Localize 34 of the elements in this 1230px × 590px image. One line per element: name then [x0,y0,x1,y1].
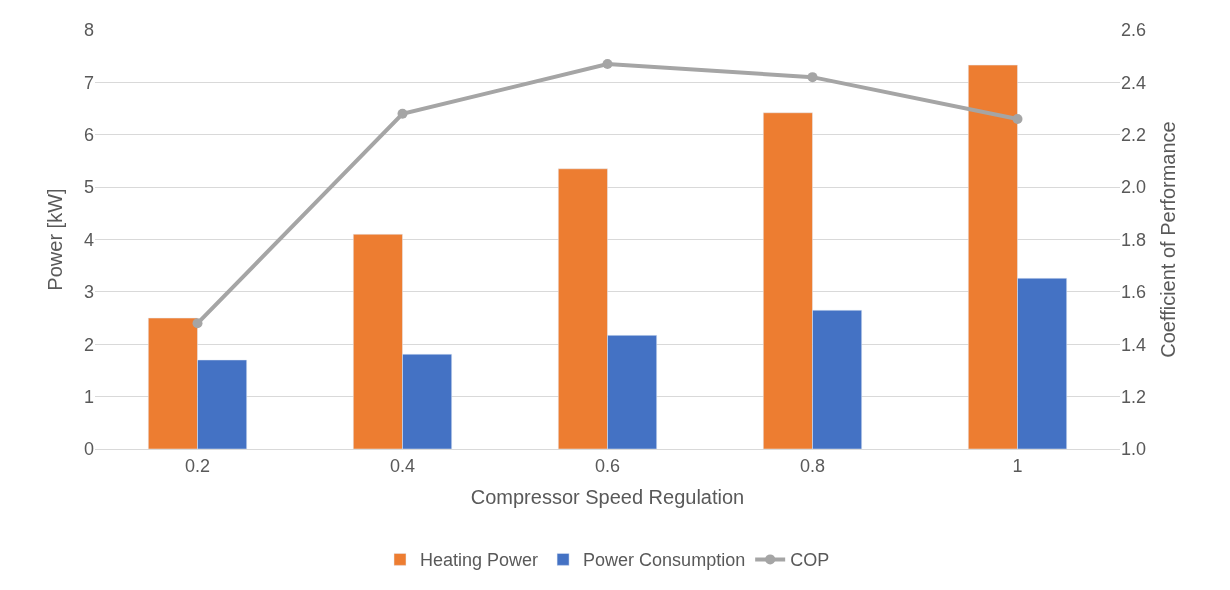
y-tick-label: 8 [83,20,94,41]
y-tick-label: 1 [83,386,94,407]
y2-tick-label: 2.0 [1121,177,1147,198]
point [1012,114,1023,125]
y-tick-label: 7 [83,72,94,93]
y-tick-label: 2 [83,334,94,355]
y2-tick-label: 1.2 [1121,386,1147,407]
x-tick-label: 0.2 [184,455,211,476]
point [807,72,818,83]
y2-tick-label: 2.6 [1121,20,1147,41]
point [397,108,408,119]
y-tick-label: 0 [83,439,94,460]
y2-tick-label: 2.4 [1121,72,1147,93]
y-tick-label: 4 [83,229,94,250]
y2-axis-title: Coefficient of Performance [1156,121,1179,358]
y-tick-label: 6 [83,125,94,146]
y-axis-title: Power [kW] [44,188,67,291]
y2-tick-label: 1.4 [1121,334,1147,355]
legend-label: Heating Power [420,550,539,571]
x-tick-label: 0.8 [799,455,826,476]
y2-tick-label: 1.8 [1121,229,1147,250]
y2-tick-label: 2.2 [1121,125,1147,146]
x-axis-title: Compressor Speed Regulation [470,486,745,509]
y2-tick-label: 1.0 [1121,439,1147,460]
x-tick-label: 0.4 [389,455,416,476]
x-tick-label: 0.6 [594,455,621,476]
legend-label: COP [790,550,830,571]
y-tick-label: 3 [83,282,94,303]
x-tick-label: 1 [1012,455,1023,476]
point [602,59,613,70]
legend-label: Power Consumption [583,550,746,571]
y-tick-label: 5 [83,177,94,198]
y2-tick-label: 1.6 [1121,282,1147,303]
point [192,318,203,329]
